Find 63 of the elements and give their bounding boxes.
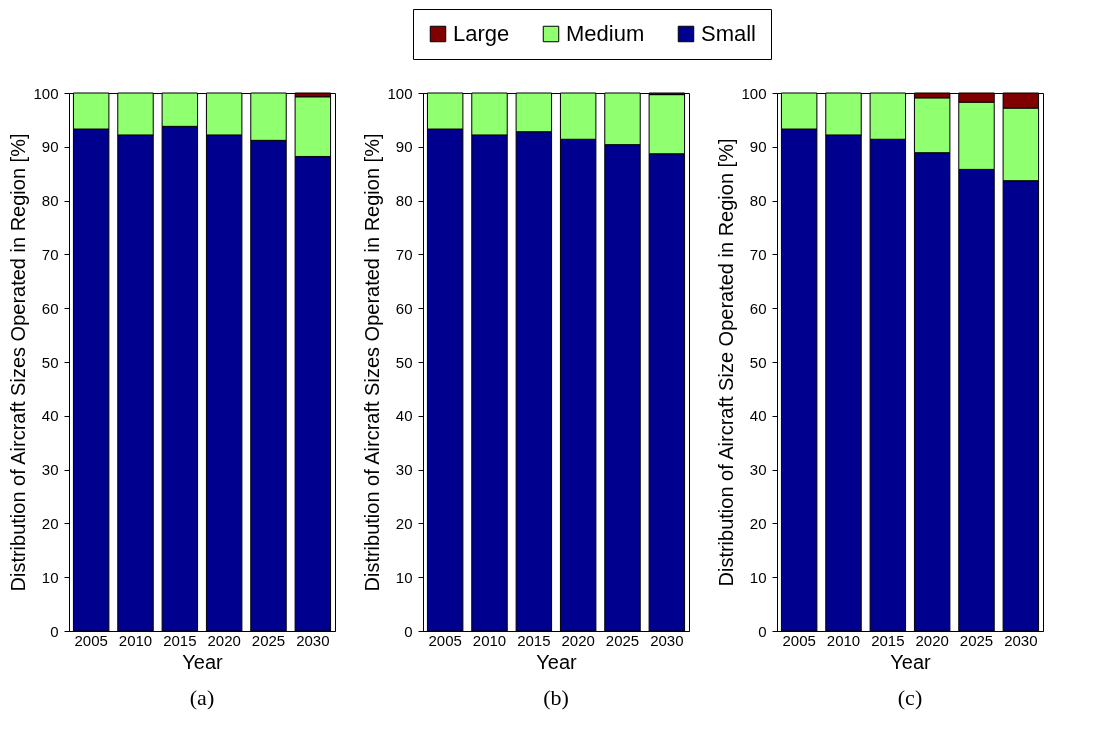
y-axis-title: Distribution of Aircraft Sizes Operated in Region [%] (7, 133, 30, 592)
y-tick-label: 40 (749, 407, 767, 425)
x-tick-label: 2015 (871, 631, 905, 649)
y-tick-label: 60 (749, 299, 767, 317)
x-axis-title: Year (182, 650, 224, 673)
x-tick-label: 2030 (650, 631, 684, 649)
x-tick-label: 2005 (428, 631, 462, 649)
y-tick-label: 20 (395, 514, 413, 532)
y-axis-title: Distribution of Aircraft Size Operated in Region [%] (715, 138, 738, 587)
text: (c) (897, 685, 923, 710)
legend-label: Small (701, 21, 757, 46)
y-tick-label: 50 (749, 353, 767, 371)
x-tick-label: 2005 (782, 631, 816, 649)
y-tick-label: 80 (41, 192, 59, 210)
x-tick-label: 2025 (251, 631, 286, 649)
x-tick-label: 2030 (1004, 631, 1038, 649)
x-tick-label: 2020 (207, 631, 241, 649)
x-tick-label: 2025 (959, 631, 994, 649)
y-tick-label: 50 (395, 353, 413, 371)
x-tick-label: 2015 (517, 631, 551, 649)
y-tick-label: 10 (41, 568, 59, 586)
y-tick-label: 0 (758, 622, 767, 640)
x-tick-label: 2020 (561, 631, 595, 649)
y-tick-label: 100 (741, 84, 767, 102)
y-tick-label: 100 (387, 84, 413, 102)
y-tick-label: 40 (41, 407, 59, 425)
x-tick-label: 2015 (163, 631, 197, 649)
y-tick-label: 70 (395, 245, 413, 263)
y-tick-label: 90 (749, 138, 767, 156)
y-tick-label: 10 (395, 568, 413, 586)
text: (a) (189, 685, 215, 710)
x-tick-label: 2025 (605, 631, 640, 649)
x-tick-label: 2005 (74, 631, 108, 649)
y-tick-label: 20 (749, 514, 767, 532)
y-tick-label: 60 (41, 299, 59, 317)
y-tick-label: 80 (749, 192, 767, 210)
y-tick-label: 0 (50, 622, 59, 640)
x-tick-label: 2010 (118, 631, 153, 649)
x-axis-title: Year (890, 650, 932, 673)
y-tick-label: 90 (41, 138, 59, 156)
y-tick-label: 90 (395, 138, 413, 156)
y-tick-label: 10 (749, 568, 767, 586)
y-tick-label: 70 (749, 245, 767, 263)
y-tick-label: 80 (395, 192, 413, 210)
y-tick-label: 100 (33, 84, 59, 102)
y-tick-label: 30 (41, 461, 59, 479)
text: (b) (543, 685, 569, 710)
y-tick-label: 60 (395, 299, 413, 317)
x-axis-title: Year (536, 650, 578, 673)
x-tick-label: 2030 (296, 631, 330, 649)
y-axis-title: Distribution of Aircraft Sizes Operated in Region [%] (361, 133, 384, 592)
y-tick-label: 30 (395, 461, 413, 479)
y-tick-label: 20 (41, 514, 59, 532)
x-tick-label: 2020 (915, 631, 949, 649)
y-tick-label: 40 (395, 407, 413, 425)
x-tick-label: 2010 (472, 631, 507, 649)
x-tick-label: 2010 (826, 631, 861, 649)
y-tick-label: 30 (749, 461, 767, 479)
y-tick-label: 70 (41, 245, 59, 263)
legend-label: Large (453, 21, 510, 46)
y-tick-label: 50 (41, 353, 59, 371)
legend-label: Medium (566, 21, 645, 46)
y-tick-label: 0 (404, 622, 413, 640)
